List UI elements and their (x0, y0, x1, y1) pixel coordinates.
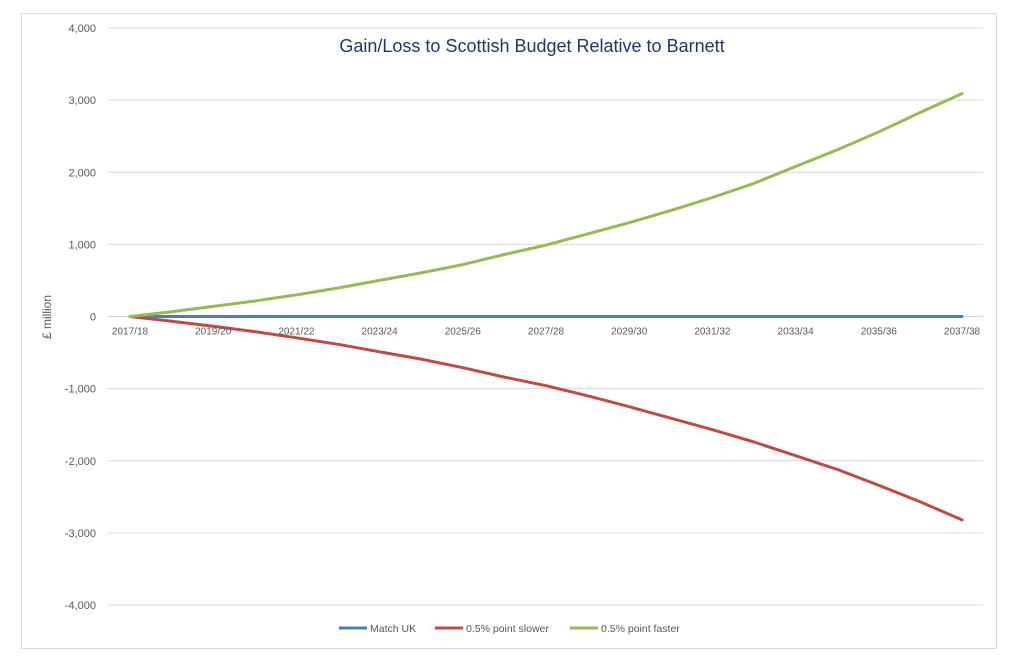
y-tick-label: 0 (90, 312, 96, 324)
x-tick-label: 2035/36 (861, 327, 898, 338)
y-tick-label: -1,000 (65, 384, 96, 396)
y-tick-label: -2,000 (65, 456, 96, 468)
legend-label: 0.5% point slower (466, 623, 549, 635)
chart-frame (21, 13, 997, 649)
x-tick-label: 2031/32 (694, 327, 731, 338)
legend: Match UK 0.5% point slower 0.5% point fast… (339, 623, 680, 635)
x-tick-label: 2021/22 (278, 327, 315, 338)
series-lines (128, 92, 964, 522)
x-tick-label: 2033/34 (778, 327, 815, 338)
legend-label: Match UK (370, 623, 416, 635)
x-tick-label: 2027/28 (528, 327, 565, 338)
x-axis-ticks: 2017/18 2019/20 2021/22 2023/24 2025/26 2027/… (112, 327, 981, 338)
series-line (128, 92, 964, 318)
x-tick-label: 2023/24 (362, 327, 399, 338)
x-tick-label: 2017/18 (112, 327, 149, 338)
y-tick-label: 3,000 (68, 95, 96, 107)
series-line (128, 315, 964, 522)
x-tick-label: 2019/20 (195, 327, 232, 338)
y-tick-label: 1,000 (68, 239, 96, 251)
x-tick-label: 2025/26 (445, 327, 482, 338)
x-tick-label: 2029/30 (611, 327, 648, 338)
y-tick-label: 4,000 (68, 23, 96, 35)
y-tick-label: -3,000 (65, 528, 96, 540)
y-tick-label: -4,000 (65, 600, 96, 612)
y-axis-ticks: -4,000 -3,000 -2,000 -1,000 0 1,000 2,000 3,000… (65, 23, 96, 612)
x-tick-label: 2037/38 (944, 327, 981, 338)
chart-title: Gain/Loss to Scottish Budget Relative to… (339, 36, 724, 56)
y-tick-label: 2,000 (68, 167, 96, 179)
legend-label: 0.5% point faster (601, 623, 680, 635)
y-axis-label: £ million (40, 295, 54, 339)
